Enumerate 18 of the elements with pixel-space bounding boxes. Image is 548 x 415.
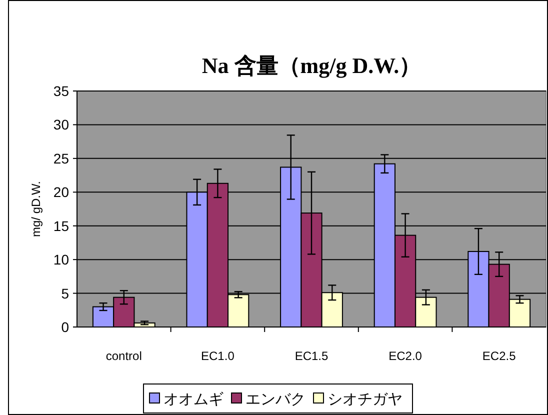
y-tick-label: 15	[53, 218, 70, 234]
x-tick-label: EC2.0	[388, 349, 422, 363]
y-tick-label: 5	[61, 285, 70, 302]
legend-label: シオチガヤ	[328, 391, 402, 408]
y-axis-title: mg/ gD.W.	[29, 180, 43, 238]
y-tick-label: 10	[53, 252, 70, 268]
chart-title: Na 含量（mg/g D.W.）	[202, 53, 422, 78]
y-tick-label: 25	[53, 150, 70, 166]
y-tick-label: 35	[53, 83, 70, 99]
y-tick-label: 0	[61, 319, 70, 335]
y-tick-label: 30	[53, 116, 70, 133]
x-tick-label: EC1.5	[294, 349, 328, 363]
y-tick-label: 20	[53, 184, 70, 200]
x-tick-label: control	[106, 349, 142, 363]
legend-label: エンバク	[246, 391, 306, 408]
x-tick-label: EC2.5	[482, 349, 516, 363]
x-tick-label: EC1.0	[201, 349, 235, 363]
legend-label: オオムギ	[164, 391, 224, 408]
